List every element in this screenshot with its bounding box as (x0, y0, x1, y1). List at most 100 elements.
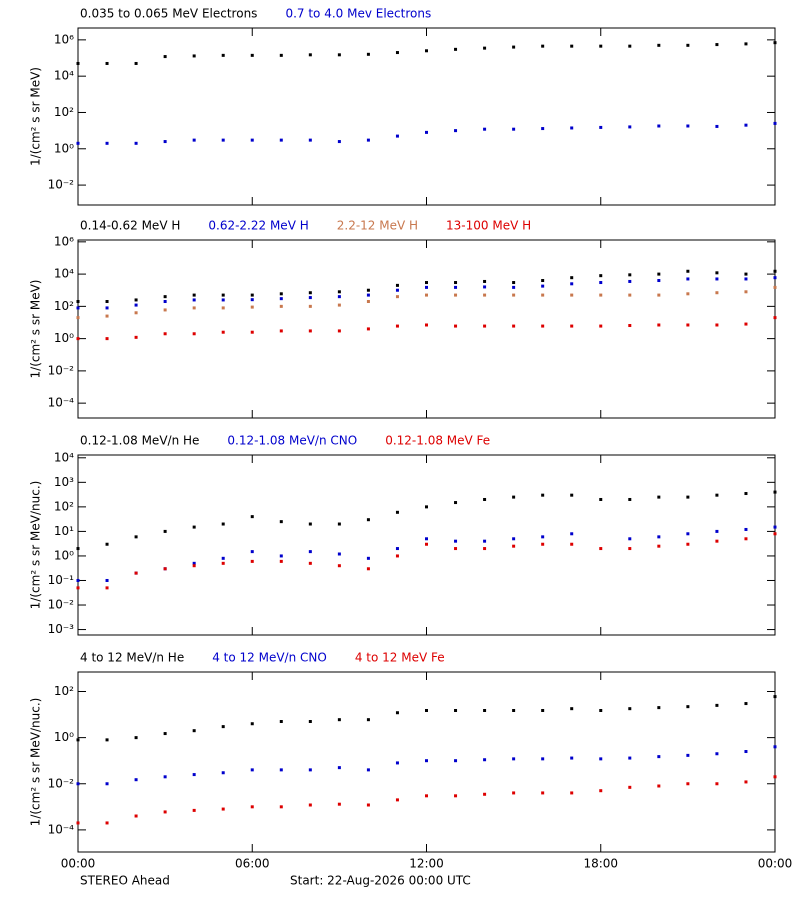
data-point (76, 141, 80, 145)
data-point (570, 707, 574, 711)
data-point (715, 323, 719, 327)
data-point (395, 510, 399, 514)
data-point (657, 124, 661, 128)
data-point (425, 708, 428, 712)
data-point (686, 782, 690, 786)
data-point (192, 54, 196, 58)
data-point (599, 324, 603, 328)
data-point (599, 547, 603, 551)
data-point (715, 43, 719, 47)
data-point (773, 532, 777, 536)
data-point (628, 497, 632, 501)
data-point (744, 527, 748, 531)
y-tick-label: 10⁰ (54, 548, 74, 562)
data-point (512, 757, 516, 761)
data-point (425, 323, 428, 327)
data-point (657, 323, 661, 327)
data-point (221, 330, 225, 334)
data-point (250, 293, 254, 297)
data-point (279, 720, 283, 724)
data-point (483, 758, 487, 762)
data-point (308, 53, 312, 57)
data-point (192, 561, 196, 565)
data-point (76, 300, 80, 304)
data-point (337, 295, 341, 299)
data-point (599, 757, 603, 761)
legend-entry: 0.12-1.08 MeV/n He (80, 434, 199, 448)
data-point (454, 129, 458, 133)
data-point (221, 53, 225, 57)
data-point (483, 547, 487, 551)
data-point (250, 53, 254, 57)
data-point (337, 552, 341, 556)
data-point (221, 771, 225, 775)
data-point (686, 124, 690, 128)
data-point (134, 736, 138, 740)
data-point (163, 567, 167, 571)
data-point (744, 702, 748, 706)
data-point (337, 303, 341, 307)
legend-entry: 0.7 to 4.0 Mev Electrons (285, 7, 431, 21)
data-point (773, 695, 777, 699)
data-point (454, 324, 458, 328)
y-tick-label: 10⁰ (54, 730, 74, 744)
data-point (541, 535, 545, 539)
data-point (250, 722, 254, 726)
data-point (657, 293, 661, 297)
data-point (512, 495, 516, 499)
data-point (570, 276, 574, 280)
data-point (773, 276, 777, 280)
data-point (773, 269, 777, 273)
data-point (221, 556, 225, 560)
data-point (250, 298, 254, 302)
data-point (715, 124, 719, 128)
data-point (366, 138, 370, 142)
data-point (483, 708, 487, 712)
data-point (395, 283, 399, 287)
data-point (541, 127, 545, 131)
data-point (512, 537, 516, 541)
data-point (105, 782, 109, 786)
data-point (279, 554, 283, 558)
data-point (105, 738, 109, 742)
data-point (221, 807, 225, 811)
data-point (105, 141, 109, 145)
y-tick-label: 10² (54, 299, 74, 313)
data-point (454, 501, 458, 505)
data-point (366, 288, 370, 292)
data-point (366, 327, 370, 331)
data-point (395, 554, 399, 558)
data-point (628, 279, 632, 283)
data-point (512, 708, 516, 712)
data-point (279, 292, 283, 296)
data-point (570, 324, 574, 328)
data-point (715, 493, 719, 497)
data-point (773, 745, 777, 749)
data-point (541, 708, 545, 712)
data-point (686, 542, 690, 546)
legend-entry: 2.2-12 MeV H (337, 219, 418, 233)
legend-entry: 4 to 12 MeV/n He (80, 651, 184, 665)
data-point (337, 329, 341, 333)
data-point (366, 52, 370, 56)
data-point (192, 808, 196, 812)
data-point (76, 821, 80, 825)
data-point (250, 768, 254, 772)
data-point (395, 711, 399, 715)
y-tick-label: 10² (54, 499, 74, 513)
y-tick-label: 10² (54, 105, 74, 119)
data-point (308, 550, 312, 554)
data-point (599, 44, 603, 48)
data-point (192, 298, 196, 302)
data-point (105, 337, 109, 341)
data-point (773, 775, 777, 779)
data-point (425, 537, 428, 541)
data-point (541, 284, 545, 288)
data-point (221, 522, 225, 526)
y-tick-label: 10⁴ (54, 450, 74, 464)
data-point (337, 522, 341, 526)
data-point (599, 708, 603, 712)
data-point (105, 314, 109, 318)
data-point (628, 125, 632, 129)
data-point (308, 720, 312, 724)
